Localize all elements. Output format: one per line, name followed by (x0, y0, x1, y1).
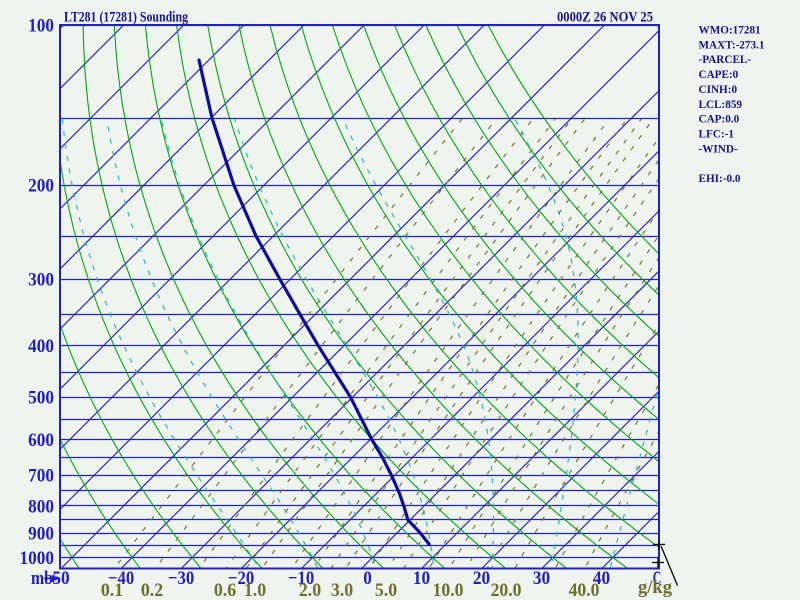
svg-text:40: 40 (593, 568, 610, 589)
svg-text:0: 0 (363, 568, 372, 589)
svg-text:-PARCEL-: -PARCEL- (699, 54, 752, 66)
svg-text:400: 400 (28, 336, 54, 357)
svg-text:-WIND-: -WIND- (699, 143, 738, 155)
svg-text:mb: mb (31, 568, 53, 589)
svg-text:LT281 (17281) Sounding: LT281 (17281) Sounding (64, 10, 188, 26)
svg-text:600: 600 (28, 430, 54, 451)
svg-text:2.0: 2.0 (299, 580, 321, 600)
svg-text:10.0: 10.0 (433, 580, 464, 600)
svg-text:200: 200 (28, 176, 54, 197)
svg-text:50: 50 (52, 568, 69, 589)
svg-text:MAXT:-273.1: MAXT:-273.1 (699, 39, 765, 51)
svg-text:0.6: 0.6 (214, 580, 236, 600)
svg-text:LFC:-1: LFC:-1 (699, 128, 735, 140)
svg-text:10: 10 (413, 568, 430, 589)
svg-text:CINH:0: CINH:0 (699, 84, 738, 96)
svg-text:−20: −20 (228, 568, 254, 589)
svg-text:30: 30 (533, 568, 550, 589)
svg-text:0.1: 0.1 (101, 580, 123, 600)
svg-text:EHI:-0.0: EHI:-0.0 (699, 173, 741, 185)
svg-text:CAP:0.0: CAP:0.0 (699, 114, 740, 126)
svg-text:0.2: 0.2 (141, 580, 163, 600)
svg-text:−40: −40 (108, 568, 134, 589)
svg-text:700: 700 (28, 465, 54, 486)
svg-text:500: 500 (28, 388, 54, 409)
svg-text:5.0: 5.0 (375, 580, 397, 600)
svg-text:CAPE:0: CAPE:0 (699, 69, 739, 81)
svg-text:900: 900 (28, 524, 54, 545)
svg-text:800: 800 (28, 496, 54, 517)
svg-text:g/kg: g/kg (638, 577, 672, 598)
svg-text:−10: −10 (288, 568, 314, 589)
svg-text:LCL:859: LCL:859 (699, 99, 743, 111)
svg-text:C: C (653, 568, 662, 589)
svg-text:WMO:17281: WMO:17281 (699, 25, 762, 37)
svg-text:1.0: 1.0 (244, 580, 266, 600)
svg-text:300: 300 (28, 270, 54, 291)
svg-text:1000: 1000 (20, 548, 55, 569)
svg-text:40.0: 40.0 (569, 580, 600, 600)
svg-text:0000Z 26 NOV 25: 0000Z 26 NOV 25 (557, 10, 653, 26)
svg-text:−30: −30 (168, 568, 194, 589)
svg-text:20.0: 20.0 (491, 580, 522, 600)
svg-text:20: 20 (473, 568, 490, 589)
svg-text:100: 100 (28, 15, 54, 36)
svg-text:3.0: 3.0 (331, 580, 353, 600)
